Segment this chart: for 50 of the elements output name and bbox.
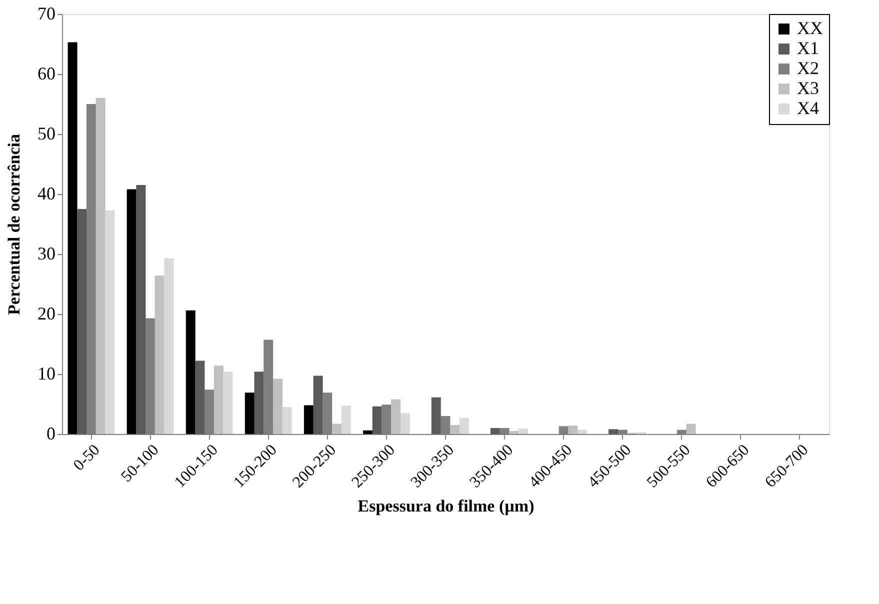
bar <box>136 185 146 434</box>
bar <box>509 431 519 434</box>
x-tick-label: 0-50 <box>70 442 104 474</box>
bar <box>68 42 78 434</box>
y-tick-label: 60 <box>38 64 56 84</box>
bar <box>341 406 351 434</box>
y-tick-label: 50 <box>38 124 56 144</box>
bar <box>578 430 588 434</box>
legend-label: XX <box>797 18 823 38</box>
bar <box>313 376 323 434</box>
bar <box>272 378 282 434</box>
bar <box>608 429 618 434</box>
legend-label: X2 <box>797 58 819 78</box>
bar <box>282 407 292 434</box>
bar <box>154 276 164 434</box>
bar <box>126 189 136 434</box>
bar <box>195 360 205 434</box>
bar <box>372 406 382 434</box>
bar <box>686 424 696 434</box>
bar <box>223 372 233 434</box>
y-axis-title: Percentual de ocorrência <box>4 134 24 315</box>
bar <box>490 428 500 434</box>
legend-label: X4 <box>797 98 819 118</box>
bar <box>105 210 115 434</box>
bar <box>450 425 460 434</box>
y-tick-label: 40 <box>38 184 56 204</box>
bar <box>96 98 106 434</box>
y-tick-label: 0 <box>46 424 56 444</box>
bar <box>459 418 469 434</box>
y-tick-label: 70 <box>38 4 56 24</box>
bar <box>77 209 87 434</box>
y-tick-label: 30 <box>38 244 56 264</box>
bar <box>214 366 224 434</box>
y-tick-label: 10 <box>38 364 56 384</box>
bar <box>391 399 401 434</box>
bar <box>244 392 254 434</box>
bar <box>518 428 528 434</box>
bar <box>254 372 264 434</box>
bar <box>332 424 342 434</box>
x-axis-title: Espessura do filme (µm) <box>358 496 534 516</box>
legend-label: X3 <box>797 78 819 98</box>
bar <box>431 397 441 434</box>
bar <box>568 426 578 434</box>
bar <box>400 413 410 434</box>
legend-label: X1 <box>797 38 819 58</box>
bar <box>363 430 373 434</box>
bar <box>304 405 314 434</box>
y-tick-label: 20 <box>38 304 56 324</box>
bar <box>186 310 196 434</box>
bar <box>164 258 174 434</box>
